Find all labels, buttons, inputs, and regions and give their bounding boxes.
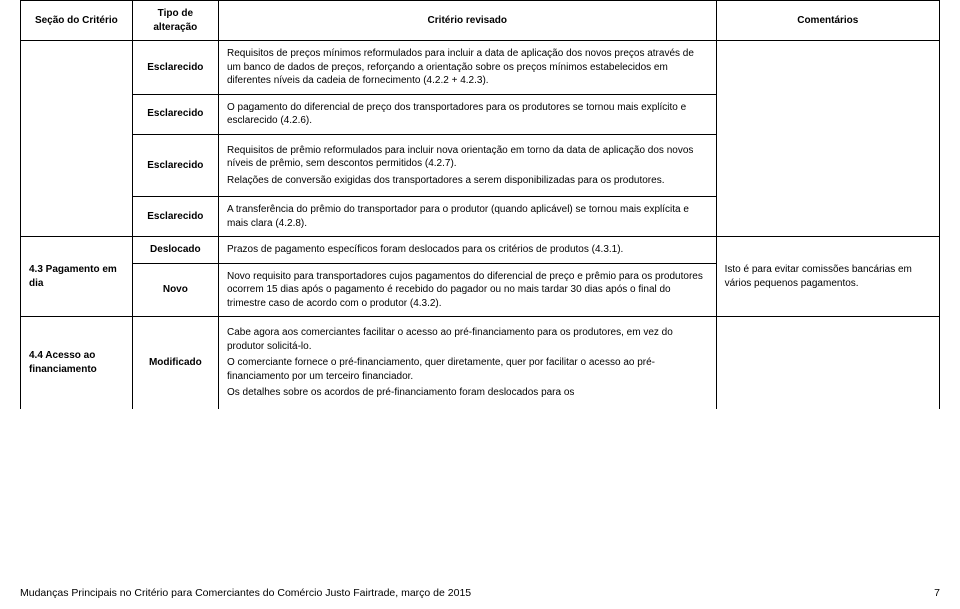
comment-cell: Isto é para evitar comissões bancárias e… [716, 237, 939, 317]
criterion-text: Requisitos de prêmio reformulados para i… [227, 144, 708, 171]
section-cell: 4.4 Acesso ao financiamento [21, 317, 133, 409]
criterion-cell: Novo requisito para transportadores cujo… [219, 263, 717, 317]
type-cell: Novo [132, 263, 218, 317]
type-cell: Esclarecido [132, 197, 218, 237]
header-type: Tipo de alteração [132, 1, 218, 41]
footer-title: Mudanças Principais no Critério para Com… [20, 587, 471, 599]
section-cell-empty [21, 41, 133, 237]
type-cell: Deslocado [132, 237, 218, 264]
criteria-table: Seção do Critério Tipo de alteração Crit… [20, 0, 940, 409]
page-footer: Mudanças Principais no Critério para Com… [20, 587, 940, 599]
criterion-cell: Cabe agora aos comerciantes facilitar o … [219, 317, 717, 409]
criterion-cell: Requisitos de preços mínimos reformulado… [219, 41, 717, 95]
page-content: Seção do Critério Tipo de alteração Crit… [0, 0, 960, 409]
criterion-text: Relações de conversão exigidas dos trans… [227, 174, 708, 188]
criterion-cell: A transferência do prêmio do transportad… [219, 197, 717, 237]
comment-cell-empty [716, 41, 939, 237]
table-row: 4.3 Pagamento em dia Deslocado Prazos de… [21, 237, 940, 264]
type-cell: Esclarecido [132, 41, 218, 95]
table-header-row: Seção do Critério Tipo de alteração Crit… [21, 1, 940, 41]
criterion-cell: Prazos de pagamento específicos foram de… [219, 237, 717, 264]
comment-cell-empty [716, 317, 939, 409]
section-cell: 4.3 Pagamento em dia [21, 237, 133, 317]
header-section: Seção do Critério [21, 1, 133, 41]
criterion-text: O comerciante fornece o pré-financiament… [227, 356, 708, 383]
table-row: Esclarecido Requisitos de preços mínimos… [21, 41, 940, 95]
type-cell: Modificado [132, 317, 218, 409]
footer-page-number: 7 [934, 587, 940, 599]
type-cell: Esclarecido [132, 94, 218, 134]
table-row: 4.4 Acesso ao financiamento Modificado C… [21, 317, 940, 409]
criterion-text: Cabe agora aos comerciantes facilitar o … [227, 326, 708, 353]
header-criterion: Critério revisado [219, 1, 717, 41]
criterion-cell: Requisitos de prêmio reformulados para i… [219, 134, 717, 197]
criterion-cell: O pagamento do diferencial de preço dos … [219, 94, 717, 134]
criterion-text: Os detalhes sobre os acordos de pré-fina… [227, 386, 708, 400]
type-cell: Esclarecido [132, 134, 218, 197]
header-comments: Comentários [716, 1, 939, 41]
